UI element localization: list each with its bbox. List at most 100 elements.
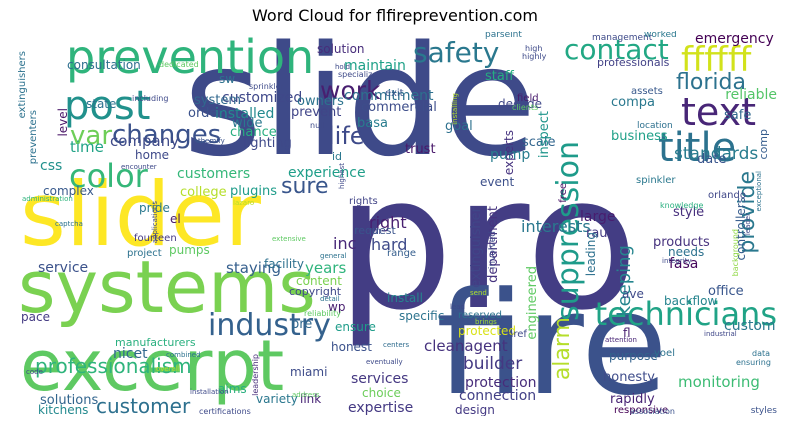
word-manufacturers: manufacturers — [115, 336, 196, 349]
word-expertise: expertise — [348, 400, 414, 416]
word-applications: applications — [151, 201, 159, 244]
word-wp: wp — [328, 300, 346, 314]
word-association: association — [630, 407, 675, 416]
word-var: var — [70, 121, 113, 151]
word-builder: builder — [463, 354, 523, 374]
word-fl: fl — [623, 326, 631, 340]
word-hard: hard — [371, 235, 408, 254]
word-protected: protected — [458, 324, 517, 338]
word-extensive: extensive — [272, 235, 306, 243]
word-css: css — [40, 158, 63, 174]
word-compa: compa — [611, 95, 655, 110]
word-scale: scale — [522, 135, 556, 150]
word-customer: customer — [96, 394, 191, 416]
word-purpose: purpose — [609, 349, 658, 363]
word-project: project — [127, 248, 162, 259]
word-dedicated: dedicated — [159, 60, 199, 69]
word-location: location — [637, 121, 673, 131]
word-industrial: industrial — [704, 330, 737, 338]
word-pace: pace — [21, 310, 50, 324]
word-years: years — [305, 259, 347, 277]
word-protection: protection — [465, 375, 537, 391]
word-range: range — [387, 248, 417, 259]
word-cleanagent: cleanagent — [424, 337, 508, 355]
word-home: home — [135, 148, 170, 162]
word-alarm: alarm — [550, 317, 575, 381]
word-data: data — [752, 349, 771, 358]
word-experts: experts — [502, 130, 516, 176]
word-overall: overall — [156, 365, 180, 373]
word-lazaro: lazaro — [233, 199, 255, 207]
word-highest: highest — [338, 163, 346, 189]
word-system: system — [194, 93, 241, 108]
word-slider: slider — [20, 163, 261, 266]
word-staff: staff — [485, 69, 514, 84]
word-knowledge: knowledge — [660, 201, 704, 210]
word-date: date — [697, 152, 727, 167]
word-parseint: parseint — [485, 31, 522, 40]
word-styles: styles — [750, 406, 777, 416]
word-id: id — [332, 150, 343, 163]
word-style: style — [673, 205, 705, 220]
word-facility: facility — [264, 257, 304, 271]
word-ave: ave — [622, 287, 644, 301]
word-including: including — [132, 94, 169, 103]
word-general: general — [320, 252, 347, 260]
word-college: college — [180, 185, 227, 200]
word-request: request — [354, 224, 396, 237]
word-pro: pro — [336, 135, 639, 351]
word-prevention: prevention — [66, 31, 315, 84]
word-comp: comp — [757, 129, 770, 160]
word-prevent: prevent — [291, 105, 342, 120]
word-nicet: nicet — [113, 346, 148, 362]
word-excerpt: excerpt — [20, 325, 285, 407]
word-engineered: engineered — [525, 266, 540, 340]
chart-title: Word Cloud for flfireprevention.com — [252, 6, 538, 25]
word-solutions: solutions — [40, 393, 99, 408]
word-integrity: integrity — [662, 257, 692, 265]
word-professionalism: professionalism — [35, 354, 192, 378]
word-certifications: certifications — [199, 407, 251, 416]
word-goal: goal — [445, 119, 473, 134]
word-extinguishers: extinguishers — [18, 51, 28, 119]
word-administration: administration — [22, 195, 73, 203]
word-leader: leader — [744, 213, 752, 236]
word-kitchens: kitchens — [38, 403, 89, 416]
word-complex: complex — [43, 184, 94, 198]
word-slide: slide — [183, 31, 537, 190]
word-choice: choice — [362, 386, 401, 400]
word-company: company — [110, 132, 180, 150]
word-emergency: emergency — [695, 31, 774, 47]
word-event: event — [480, 175, 515, 189]
word-management: management — [592, 33, 653, 43]
word-decade: decade — [498, 97, 542, 111]
word-hold: hold — [335, 63, 351, 71]
word-pumps: pumps — [169, 243, 210, 257]
word-products: products — [653, 235, 710, 250]
word-pump: pump — [490, 147, 531, 163]
word-high: high — [525, 44, 543, 53]
word-involved: involved — [488, 231, 498, 270]
word-services: services — [351, 371, 409, 387]
word-text: text — [681, 90, 756, 134]
word-rapidly: rapidly — [610, 392, 655, 407]
word-encounter: encounter — [121, 163, 157, 171]
word-attention: attention — [605, 336, 637, 344]
word-assets: assets — [631, 86, 663, 97]
word-reliability: reliability — [304, 309, 341, 318]
word-link: link — [300, 392, 322, 406]
word-level: level — [56, 108, 70, 137]
word-trust: trust — [405, 142, 436, 157]
word-variety: variety — [256, 392, 298, 406]
word-fasa: fasa — [669, 256, 699, 272]
word-specific: specific — [399, 309, 445, 323]
word-responsive: responsive — [614, 405, 669, 416]
word-maintain: maintain — [344, 58, 406, 74]
word-install: install — [387, 291, 423, 305]
word-professionals: professionals — [597, 56, 670, 69]
word-florida: florida — [676, 70, 746, 95]
word-installing: installing — [451, 93, 459, 125]
word-safe: safe — [724, 108, 752, 123]
word-highly: highly — [522, 52, 547, 61]
word-themify: themify — [198, 137, 225, 145]
